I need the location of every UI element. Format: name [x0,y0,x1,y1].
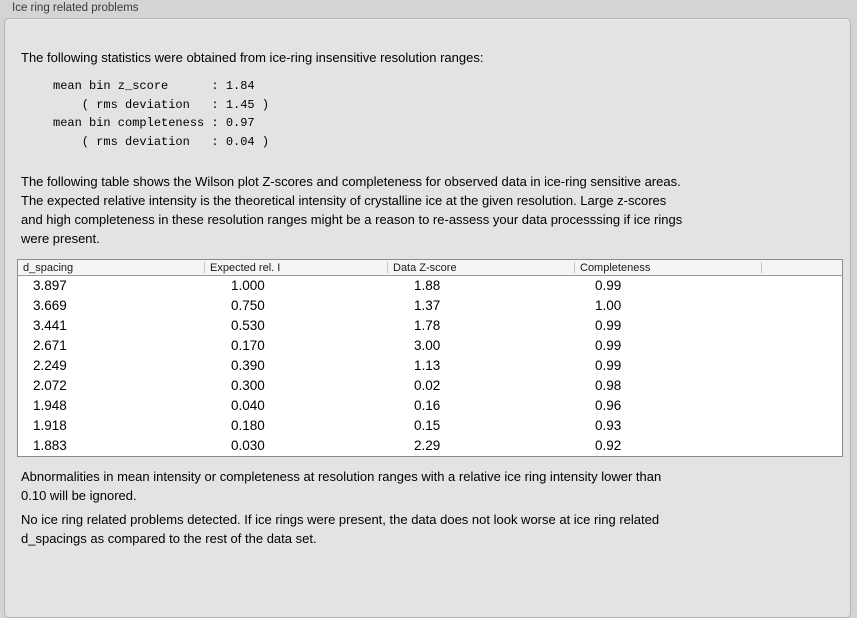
table-cell [762,436,842,456]
stats-line: ( rms deviation : 0.04 ) [53,134,270,149]
table-cell [762,356,842,376]
panel-title: Ice ring related problems [12,2,139,14]
note-line: Abnormalities in mean intensity or compl… [21,469,662,484]
table-row[interactable]: 2.072 0.300 0.02 0.98 [18,376,842,396]
header-cell-d-spacing[interactable]: d_spacing [18,260,205,275]
table-cell [762,376,842,396]
table-cell: 3.897 [33,278,67,293]
table-cell: 0.530 [231,318,265,333]
note-line: 0.10 will be ignored. [21,488,137,503]
table-cell: 3.441 [33,318,67,333]
table-cell: 2.671 [33,338,67,353]
table-cell: 1.78 [414,318,441,333]
stats-line: mean bin z_score : 1.84 [53,79,255,93]
table-cell: 1.948 [33,398,67,413]
description-line: The following table shows the Wilson plo… [21,174,681,189]
description-line: The expected relative intensity is the t… [21,193,667,208]
table-body: 3.897 1.000 1.88 0.99 3.669 0.750 1.37 1.00 3.44… [18,276,842,456]
header-cell-data-z-score[interactable]: Data Z-score [388,260,575,275]
table-row[interactable]: 1.918 0.180 0.15 0.93 [18,416,842,436]
table-cell: 2.29 [414,438,441,453]
table-cell: 0.170 [231,338,265,353]
conclusion-text: No ice ring related problems detected. I… [21,510,659,548]
table-cell: 0.040 [231,398,265,413]
table-cell [762,276,842,296]
table-cell [762,296,842,316]
table-cell: 0.99 [595,318,622,333]
table-cell: 0.15 [414,418,441,433]
header-cell-empty [762,260,842,275]
table-cell: 0.16 [414,398,441,413]
header-cell-completeness[interactable]: Completeness [575,260,762,275]
table-cell: 0.030 [231,438,265,453]
table-cell: 0.390 [231,358,265,373]
table-cell [762,316,842,336]
table-row[interactable]: 1.883 0.030 2.29 0.92 [18,436,842,456]
conclusion-line: d_spacings as compared to the rest of th… [21,531,317,546]
table-cell: 0.99 [595,358,622,373]
table-cell: 0.180 [231,418,265,433]
stats-line: mean bin completeness : 0.97 [53,116,255,130]
table-cell: 0.92 [595,438,622,453]
table-header: d_spacing Expected rel. I Data Z-score C… [18,260,842,276]
description-text: The following table shows the Wilson plo… [21,172,682,248]
note-text: Abnormalities in mean intensity or compl… [21,467,661,505]
table-cell: 2.072 [33,378,67,393]
table-cell [762,396,842,416]
table-cell: 0.96 [595,398,622,413]
table-cell: 1.00 [595,298,622,313]
table-cell: 1.13 [414,358,441,373]
table-cell: 0.02 [414,378,441,393]
table-cell: 0.93 [595,418,622,433]
table-cell: 2.249 [33,358,67,373]
table-cell: 0.750 [231,298,265,313]
ice-ring-table: d_spacing Expected rel. I Data Z-score C… [17,259,843,457]
table-cell: 3.00 [414,338,441,353]
table-cell: 1.918 [33,418,67,433]
table-row[interactable]: 3.897 1.000 1.88 0.99 [18,276,842,296]
table-cell: 1.37 [414,298,441,313]
table-cell: 0.99 [595,278,622,293]
table-cell: 1.883 [33,438,67,453]
table-row[interactable]: 1.948 0.040 0.16 0.96 [18,396,842,416]
table-row[interactable]: 2.249 0.390 1.13 0.99 [18,356,842,376]
description-line: and high completeness in these resolutio… [21,212,683,227]
stats-line: ( rms deviation : 1.45 ) [53,97,270,112]
table-cell: 3.669 [33,298,67,313]
header-cell-expected-rel-i[interactable]: Expected rel. I [205,260,388,275]
table-cell: 0.98 [595,378,622,393]
table-cell [762,416,842,436]
table-cell: 0.300 [231,378,265,393]
table-row[interactable]: 2.671 0.170 3.00 0.99 [18,336,842,356]
table-cell: 1.88 [414,278,441,293]
table-row[interactable]: 3.441 0.530 1.78 0.99 [18,316,842,336]
table-cell: 1.000 [231,278,265,293]
table-cell: 0.99 [595,338,622,353]
intro-text: The following statistics were obtained f… [21,50,484,65]
ice-ring-group-box: The following statistics were obtained f… [4,18,851,618]
table-row[interactable]: 3.669 0.750 1.37 1.00 [18,296,842,316]
description-line: were present. [21,231,100,246]
table-cell [762,336,842,356]
stats-block: mean bin z_score : 1.84 ( rms deviation … [53,77,269,151]
conclusion-line: No ice ring related problems detected. I… [21,512,660,527]
